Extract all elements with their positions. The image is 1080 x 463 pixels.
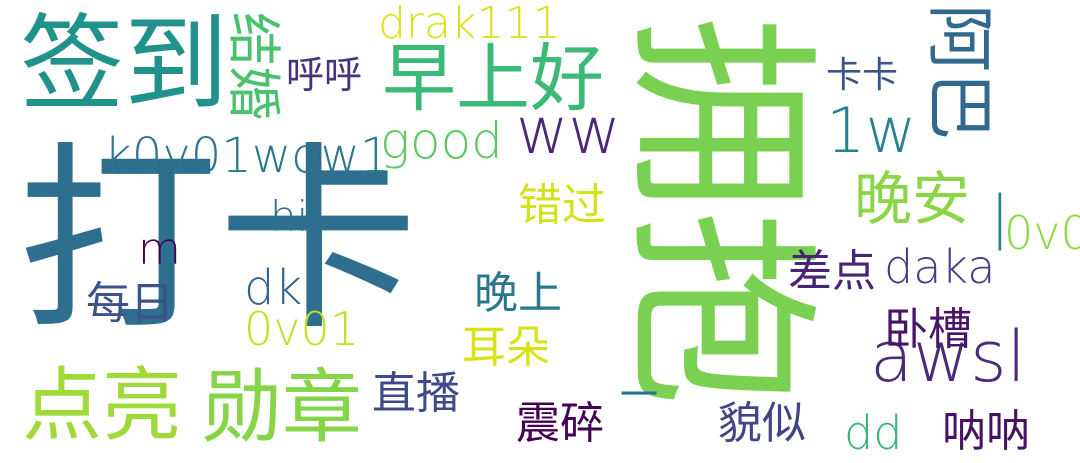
word-chadian: 差点 — [788, 246, 876, 297]
word-1w: 1w — [826, 94, 917, 167]
word-awsl: awsl — [870, 316, 1027, 398]
word-zhensui: 震碎 — [516, 398, 604, 449]
word-zaoshanghao: 早上好 — [382, 36, 604, 122]
word-huhu: 呼呼 — [286, 53, 363, 97]
word-maosi: 貌似 — [718, 398, 806, 449]
word-qiandao: 签到 — [20, 3, 229, 125]
word-good: good — [380, 112, 503, 170]
word-dd: dd — [844, 406, 903, 460]
word-aba: 阿巴 — [919, 4, 998, 141]
word-m: m — [138, 224, 181, 275]
word-xunzhang: 勋章 — [202, 361, 362, 454]
word-dianliang: 点亮 — [22, 359, 182, 452]
word-0v0: 0v0 — [1004, 206, 1080, 260]
word-jiehun: 结婚 — [222, 12, 285, 120]
word-cuoguo: 错过 — [518, 180, 606, 231]
word-bar: | — [990, 183, 1010, 251]
word-erduo: 耳朵 — [462, 322, 550, 373]
word-yi: 一 — [620, 373, 659, 417]
word-hi: hi — [270, 192, 309, 241]
word-ww: ww — [516, 95, 621, 169]
word-wocao: 卧槽 — [884, 304, 972, 355]
word-k0v01wow1: k0v01wow1 — [104, 128, 391, 184]
word-wanshang: 晚上 — [474, 268, 562, 319]
word-zhibo: 直播 — [372, 368, 460, 419]
word-dk: dk — [244, 260, 303, 316]
word-daka-cn: 打卡 — [18, 125, 419, 358]
word-yongbao: 拥抱 — [606, 16, 833, 406]
word-kaka: 卡卡 — [826, 55, 899, 96]
word-drak111: drak111 — [378, 0, 561, 49]
word-wanan: 晚安 — [854, 165, 971, 233]
word-daka: daka — [884, 240, 996, 294]
word-0v01: 0v01 — [244, 302, 360, 356]
word-nana: 呐呐 — [942, 406, 1030, 457]
word-meiri: 每日 — [86, 278, 174, 329]
